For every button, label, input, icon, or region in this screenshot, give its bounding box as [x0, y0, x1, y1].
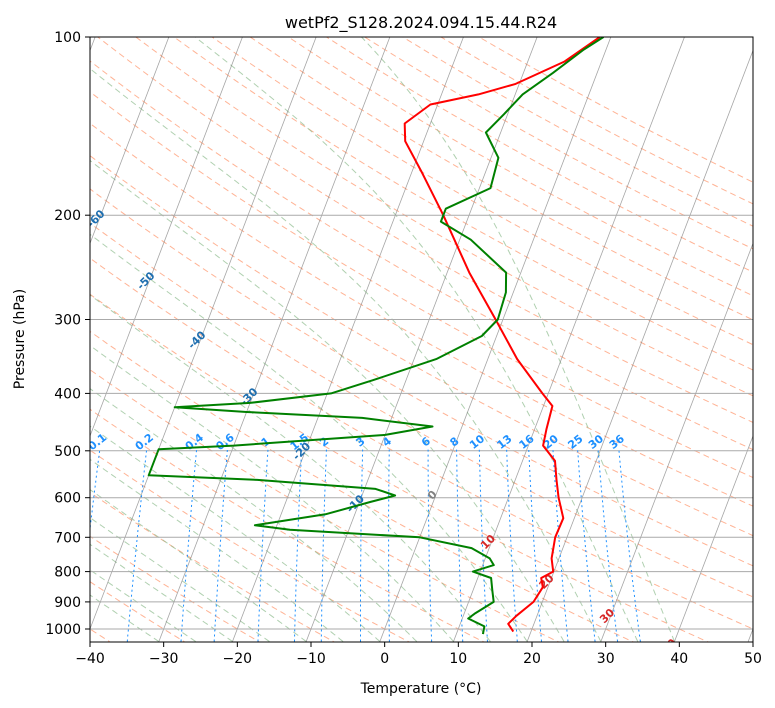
y-tick-label: 200 [54, 208, 81, 224]
dry-adiabat [90, 122, 753, 507]
y-tick-label: 400 [54, 386, 81, 402]
moist-adiabat [90, 517, 270, 642]
isotherm-line [90, 37, 243, 438]
plot-frame [89, 36, 754, 643]
moist-adiabat [90, 233, 528, 642]
moist-adiabat [90, 594, 160, 642]
x-tick-label: −20 [223, 651, 253, 667]
x-tick-label: −10 [296, 651, 326, 667]
chart-title: wetPf2_S128.2024.094.15.44.R24 [285, 13, 557, 33]
x-tick-label: 0 [380, 651, 389, 667]
y-axis-title: Pressure (hPa) [12, 289, 28, 389]
mixing-ratio-line [90, 448, 101, 533]
isotherm-line [90, 37, 170, 245]
dry-adiabat [90, 222, 753, 598]
isotherm-line [526, 49, 753, 642]
moist-adiabat [194, 37, 639, 642]
y-tick-label: 800 [54, 565, 81, 581]
isotherm-line [305, 37, 538, 642]
isotherm-line [232, 37, 464, 642]
isotherm-line [90, 37, 317, 631]
mixing-ratio-line [577, 448, 596, 642]
mixing-ratio-line [597, 448, 619, 642]
moist-adiabat [90, 569, 196, 642]
y-tick-label: 1000 [45, 622, 81, 638]
moist-adiabat [90, 543, 233, 642]
dry-adiabat [134, 37, 753, 397]
mixing-ratio-line [618, 448, 641, 642]
moist-adiabat [90, 425, 381, 642]
x-tick-label: 30 [597, 651, 615, 667]
y-tick-label: 700 [54, 530, 81, 546]
x-tick-label: −30 [149, 651, 179, 667]
x-axis-title: Temperature (°C) [360, 681, 482, 697]
isotherm-line [674, 434, 753, 642]
x-tick-label: 50 [744, 651, 762, 667]
isotherm-line [158, 37, 391, 642]
dry-adiabat [90, 330, 635, 642]
profile-series [147, 37, 605, 635]
y-tick-label: 100 [54, 30, 81, 46]
x-tick-label: 20 [523, 651, 541, 667]
moist-adiabat [361, 37, 675, 642]
y-tick-label: 600 [54, 491, 81, 507]
temperature-profile-line [403, 37, 601, 633]
isotherm-line [453, 37, 685, 642]
x-tick-label: 40 [670, 651, 688, 667]
dewpoint-profile-line [147, 37, 605, 635]
isotherm-label: 40 [659, 636, 679, 656]
dry-adiabat [90, 91, 753, 479]
x-tick-label: 10 [449, 651, 467, 667]
y-tick-label: 300 [54, 313, 81, 329]
moist-adiabat [90, 388, 418, 642]
isotherm-line [379, 37, 612, 642]
y-tick-label: 500 [54, 444, 81, 460]
dry-adiabat [90, 188, 753, 567]
axes: −40 −30 −20 −10 0 10 20 30 40 50 100 200 300 400 500 60… [45, 30, 762, 667]
mixing-ratio-line [126, 448, 148, 642]
x-tick-label: −40 [75, 651, 105, 667]
isotherm-line [600, 242, 753, 642]
y-tick-label: 900 [54, 595, 81, 611]
dry-adiabat [249, 37, 753, 321]
moist-adiabat [90, 159, 565, 642]
moist-adiabat [90, 458, 344, 642]
